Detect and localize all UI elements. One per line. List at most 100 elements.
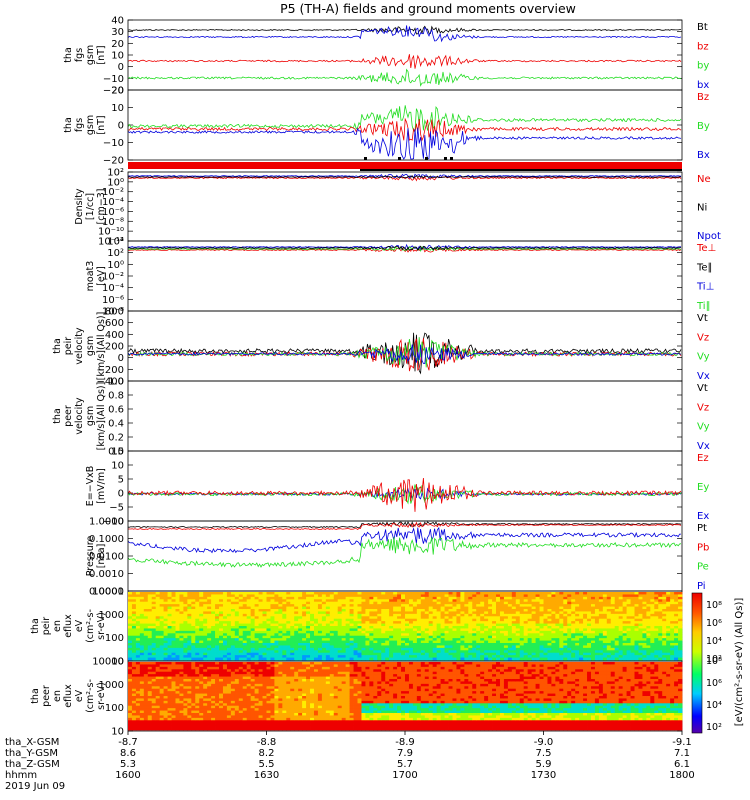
spectro-cell [258, 628, 263, 632]
spectro-cell [353, 611, 358, 615]
spectro-cell [222, 650, 228, 654]
spectro-cell [187, 657, 192, 661]
spectro-cell [238, 626, 244, 629]
spectro-cell [207, 703, 212, 707]
spectro-cell [622, 601, 627, 605]
spectro-cell [385, 645, 390, 649]
spectro-cell [234, 669, 240, 673]
spectro-cell [456, 609, 461, 612]
spectro-cell [515, 640, 521, 644]
spectro-cell [131, 599, 137, 603]
spectro-cell [325, 652, 331, 656]
spectro-cell [472, 645, 477, 649]
spectro-cell [258, 611, 263, 615]
spectro-cell [310, 604, 315, 607]
spectro-cell [147, 696, 153, 699]
spectro-cell [452, 594, 457, 598]
spectro-cell [310, 635, 315, 639]
spectro-cell [155, 611, 161, 615]
spectro-cell [234, 611, 240, 615]
spectro-cell [215, 616, 220, 620]
spectro-cell [630, 594, 635, 598]
spectro-cell [187, 613, 192, 617]
spectro-cell [460, 650, 465, 654]
spectro-cell [345, 650, 350, 654]
spectro-cell [499, 655, 505, 658]
spectro-cell [302, 645, 307, 649]
spectro-cell [610, 640, 616, 644]
spectro-cell [155, 596, 161, 600]
spectro-cell [325, 618, 331, 622]
spectro-cell [523, 635, 529, 639]
spectro-cell [143, 652, 149, 656]
spectro-cell [385, 638, 390, 641]
spectro-cell [484, 623, 489, 627]
spectro-cell [135, 606, 141, 610]
spectro-cell [215, 688, 220, 692]
spectro-cell [274, 592, 279, 595]
spectro-cell [274, 630, 279, 634]
spectro-cell [420, 599, 426, 603]
spectro-cell [310, 640, 315, 644]
spectro-cell [254, 640, 259, 644]
spectro-cell [211, 613, 216, 617]
spectro-cell [381, 592, 386, 595]
spectro-cell [167, 592, 172, 595]
series-blue [127, 173, 682, 179]
spectro-cell [468, 640, 473, 644]
spectro-cell [626, 657, 631, 661]
spectro-cell [199, 604, 204, 607]
spectro-cell [377, 606, 382, 610]
spectro-cell [543, 630, 548, 634]
spectro-cell [286, 633, 291, 637]
spectro-cell [377, 640, 382, 644]
spectro-cell [452, 640, 457, 644]
spectro-cell [266, 638, 271, 641]
spectro-cell [195, 640, 200, 644]
spectro-cell [412, 640, 418, 644]
spectro-cell [452, 657, 457, 661]
spectro-cell [143, 611, 149, 615]
spectro-cell [349, 594, 354, 598]
spectro-cell [535, 640, 540, 644]
spectro-cell [666, 647, 671, 651]
spectro-cell [670, 618, 675, 622]
spectro-cell [523, 643, 529, 646]
spectro-cell [135, 727, 141, 731]
spectro-cell [290, 643, 295, 646]
spectro-cell [187, 674, 192, 677]
ytick-label: 400 [105, 330, 124, 341]
spectro-cell [401, 643, 406, 646]
spectro-cell [662, 609, 667, 612]
spectro-cell [230, 669, 236, 673]
spectro-cell [222, 621, 228, 624]
spectro-cell [207, 628, 212, 632]
spectro-cell [567, 643, 572, 646]
spectro-cell [175, 681, 180, 685]
spectro-cell [590, 604, 596, 607]
spectro-cell [313, 650, 319, 654]
spectro-cell [266, 609, 271, 612]
spectro-cell [397, 626, 402, 629]
spectro-cell [175, 626, 180, 629]
spectro-cell [559, 657, 564, 661]
spectro-cell [250, 643, 256, 646]
spectro-cell [345, 643, 350, 646]
spectro-cell [408, 633, 414, 637]
spectro-cell [650, 640, 655, 644]
spectro-cell [472, 606, 477, 610]
spectro-cell [488, 652, 493, 656]
spectro-cell [503, 599, 509, 603]
spectro-cell [654, 652, 659, 656]
spectro-cell [159, 686, 165, 690]
spectro-cell [642, 621, 647, 624]
spectro-cell [602, 647, 608, 651]
spectro-cell [416, 611, 422, 615]
spectro-cell [128, 628, 133, 632]
ylabel-line: tha [63, 47, 74, 63]
spectro-cell [195, 657, 200, 661]
ylabel-line: Density [74, 188, 85, 224]
spectro-cell [199, 618, 204, 622]
spectro-cell [254, 652, 259, 656]
spectro-cell [337, 626, 343, 629]
